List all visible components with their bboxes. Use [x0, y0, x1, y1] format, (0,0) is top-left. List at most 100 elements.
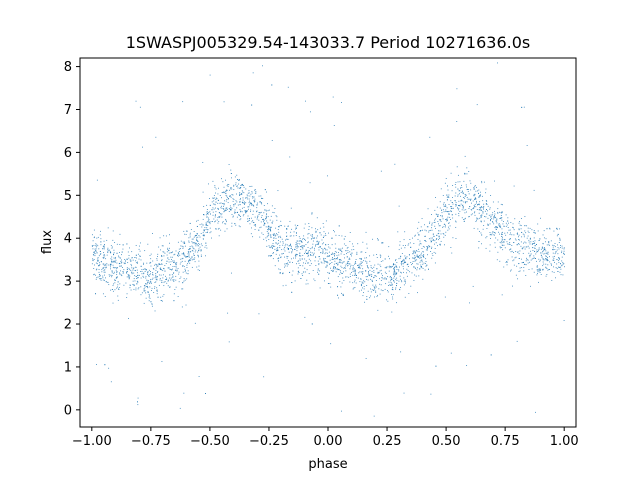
data-point	[513, 251, 514, 253]
data-point	[434, 243, 435, 245]
data-point	[229, 208, 231, 210]
data-point	[431, 224, 433, 226]
data-point	[156, 258, 158, 260]
data-point	[199, 236, 201, 238]
data-point	[110, 258, 112, 260]
data-point	[93, 251, 95, 253]
data-point	[476, 219, 477, 221]
data-point	[556, 249, 558, 251]
data-point	[173, 262, 174, 263]
data-point	[307, 242, 309, 244]
data-point	[275, 237, 277, 239]
data-point	[151, 305, 153, 307]
data-point	[241, 183, 243, 185]
data-point	[420, 257, 422, 259]
data-point	[438, 225, 440, 227]
data-point	[377, 238, 378, 240]
data-point	[312, 237, 314, 239]
data-point	[162, 274, 164, 276]
x-tick-label: 0.75	[491, 434, 520, 449]
data-point	[480, 209, 482, 211]
data-point	[263, 219, 265, 221]
data-point	[201, 245, 203, 247]
data-point	[497, 251, 499, 253]
data-point	[308, 229, 310, 230]
data-point	[340, 259, 342, 261]
data-point	[472, 285, 474, 287]
data-point	[101, 271, 103, 273]
data-point	[116, 243, 118, 245]
data-point	[448, 226, 449, 228]
data-point	[341, 267, 343, 269]
data-point	[510, 251, 512, 253]
data-point	[154, 286, 156, 288]
data-point	[168, 277, 170, 279]
data-point	[203, 214, 204, 216]
data-point	[417, 263, 419, 265]
data-point	[369, 275, 371, 277]
data-point	[315, 231, 317, 233]
data-point	[448, 222, 450, 224]
data-point	[232, 215, 234, 217]
data-point	[262, 233, 264, 235]
data-point	[267, 226, 269, 228]
data-point	[317, 269, 319, 271]
data-point	[400, 261, 402, 262]
data-point	[448, 213, 450, 215]
data-point	[390, 278, 392, 280]
data-point	[114, 267, 116, 268]
data-point	[347, 263, 349, 264]
data-point	[245, 212, 247, 214]
data-point	[129, 287, 131, 289]
data-point	[249, 202, 251, 204]
data-point	[544, 248, 546, 250]
data-point	[538, 281, 539, 283]
data-point	[128, 274, 130, 276]
data-point	[491, 218, 492, 220]
data-point	[177, 255, 179, 257]
data-point	[300, 278, 302, 279]
data-point	[525, 264, 527, 266]
data-point	[287, 86, 289, 88]
data-point	[492, 212, 494, 214]
data-point	[206, 247, 208, 249]
data-point	[489, 208, 491, 210]
data-point	[537, 271, 539, 273]
data-point	[515, 239, 517, 241]
data-point	[425, 230, 427, 232]
data-point	[189, 259, 191, 260]
data-point	[341, 235, 343, 237]
data-point	[480, 194, 482, 196]
data-point	[450, 172, 452, 174]
data-point	[195, 235, 197, 237]
data-point	[230, 169, 232, 171]
data-point	[111, 261, 112, 263]
data-point	[251, 203, 253, 205]
data-point	[169, 247, 170, 249]
data-point	[388, 270, 390, 272]
data-point	[104, 255, 106, 257]
data-point	[490, 214, 492, 216]
data-point	[208, 221, 210, 223]
data-point	[182, 271, 184, 273]
data-point	[223, 205, 224, 207]
data-point	[558, 266, 560, 268]
data-point	[344, 265, 346, 267]
data-point	[357, 277, 359, 279]
data-point	[378, 272, 380, 274]
data-point	[481, 195, 483, 197]
data-point	[279, 235, 281, 237]
data-point	[92, 248, 94, 250]
data-point	[327, 283, 329, 284]
data-point	[446, 219, 448, 221]
data-point	[517, 251, 519, 253]
data-point	[560, 245, 561, 246]
data-point	[347, 264, 349, 266]
data-point	[143, 288, 145, 290]
data-point	[118, 289, 120, 290]
data-point	[554, 243, 556, 244]
data-point	[177, 296, 179, 298]
data-point	[192, 250, 194, 252]
data-point	[352, 282, 354, 284]
data-point	[97, 259, 99, 261]
